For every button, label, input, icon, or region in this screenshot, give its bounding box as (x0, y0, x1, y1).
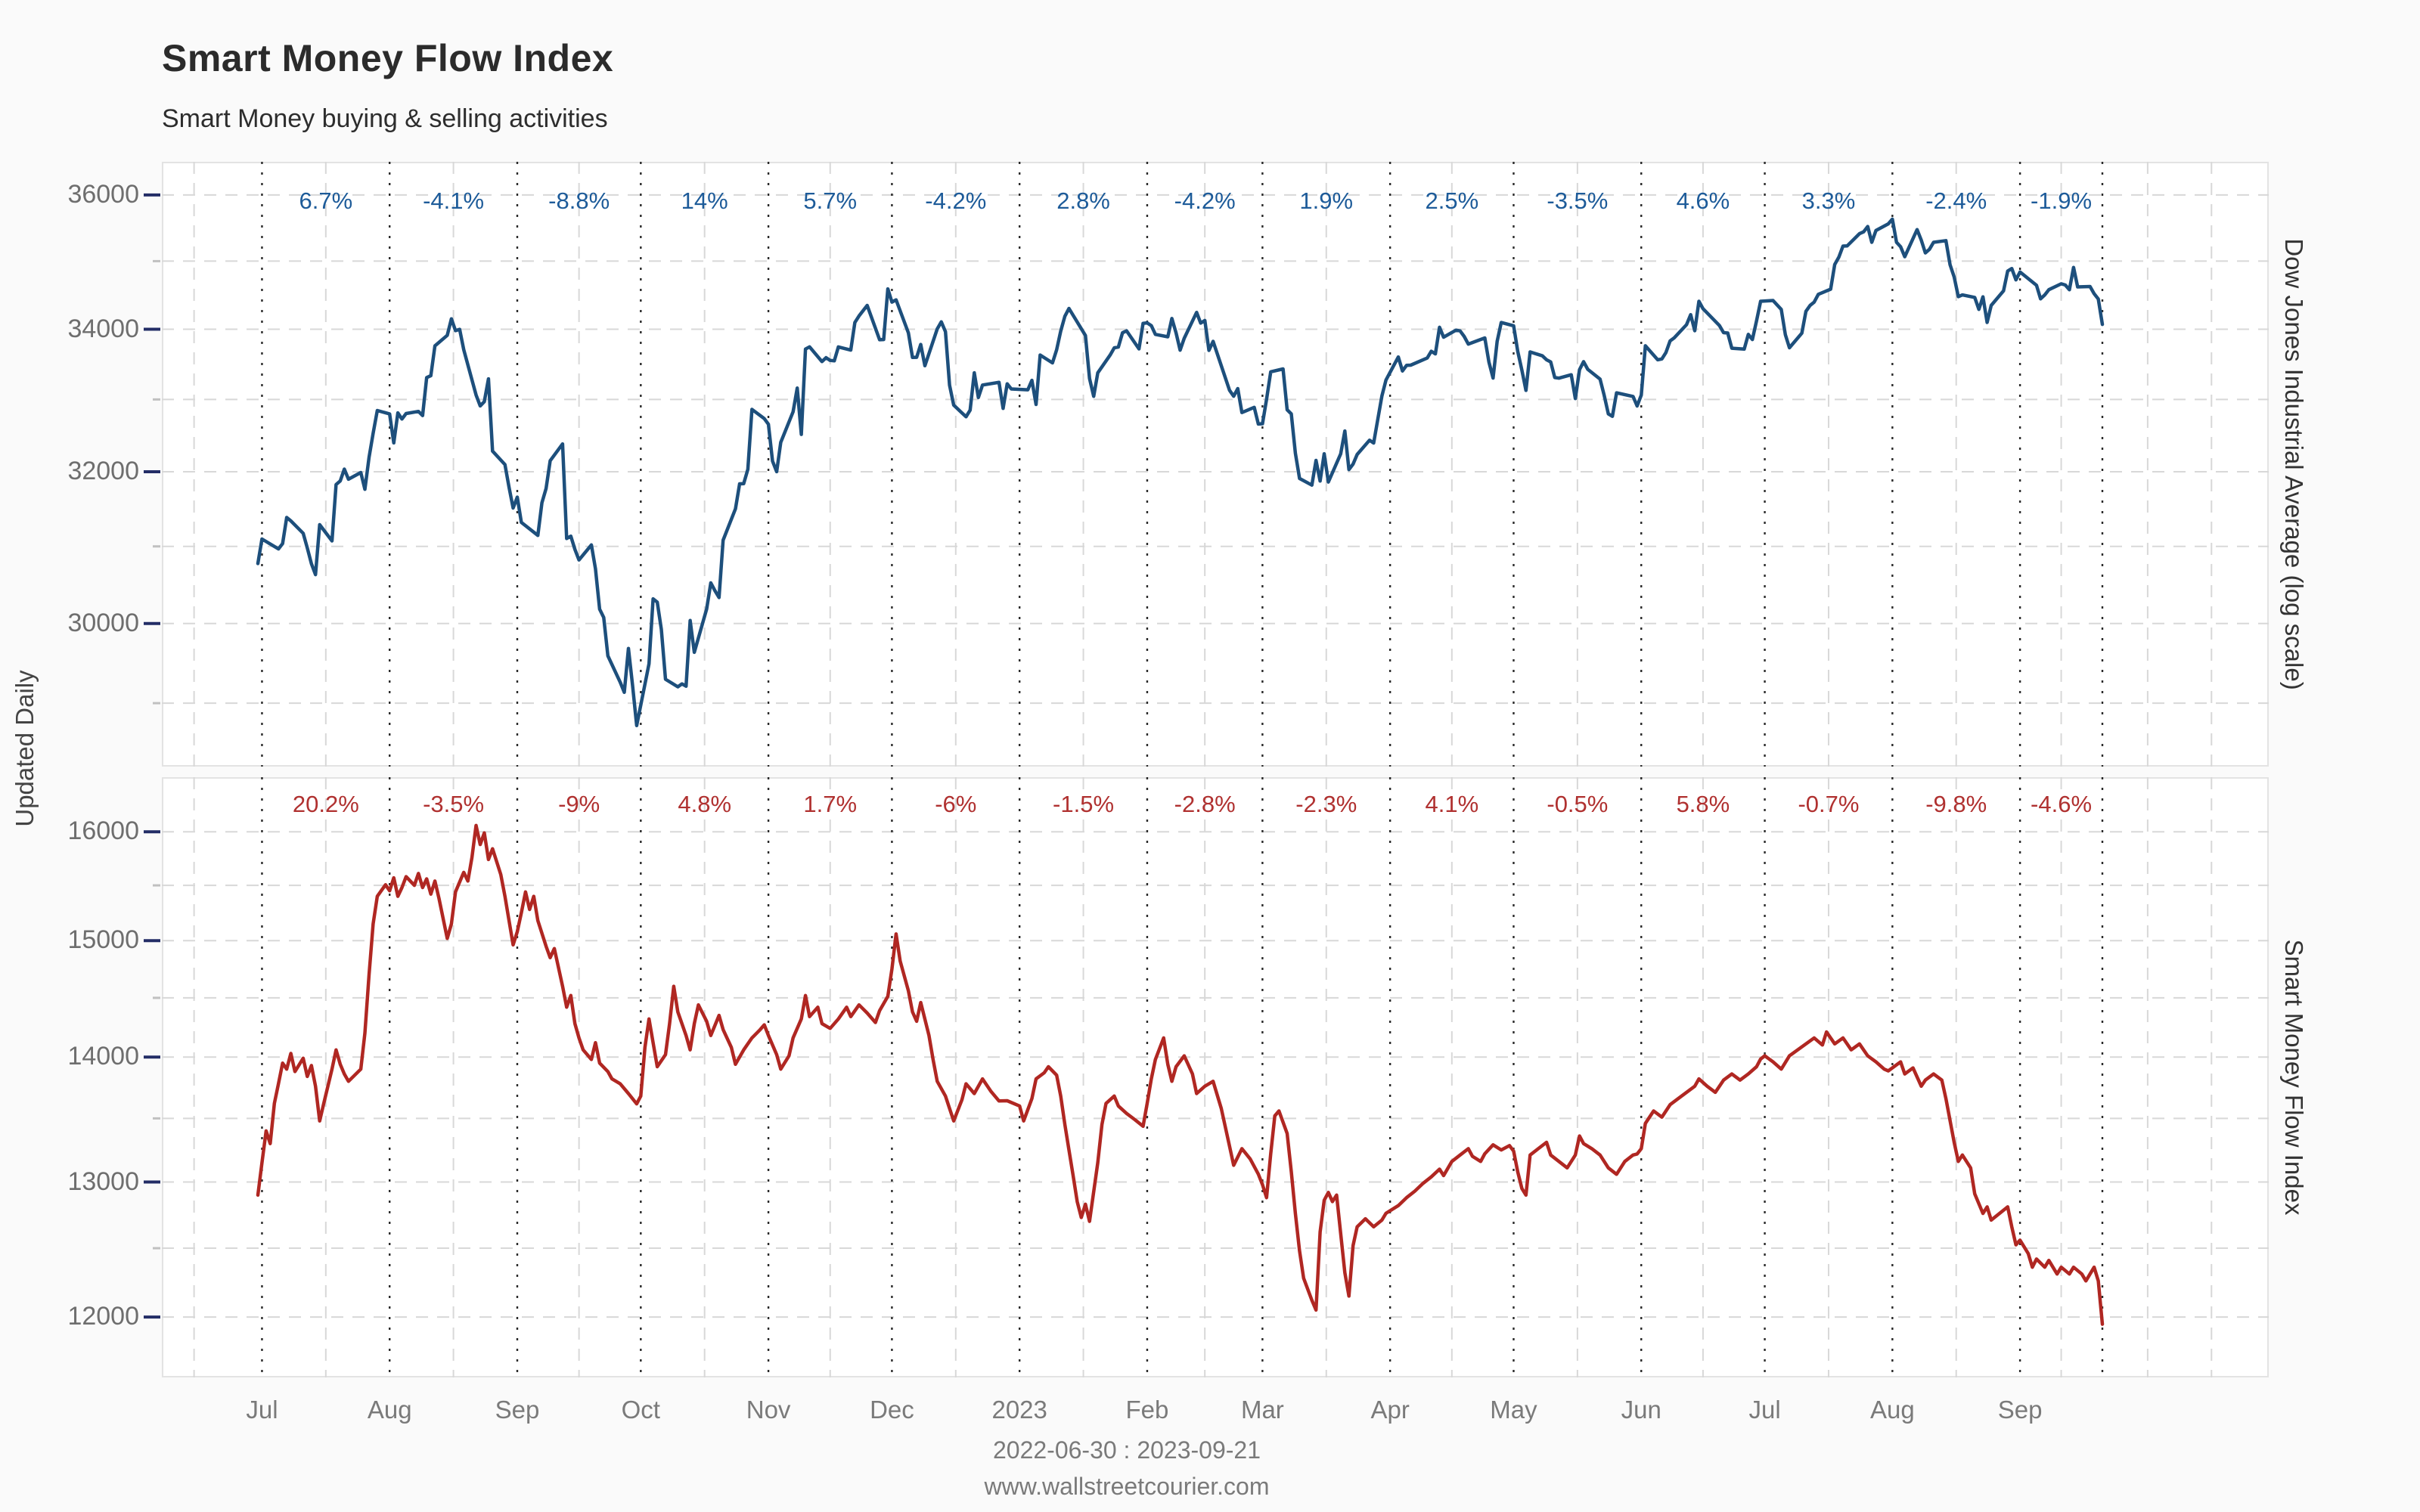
smfi-monthly-return-label: -6% (935, 791, 977, 817)
djia-monthly-return-label: 2.8% (1056, 187, 1110, 214)
x-axis-month-label: Jul (246, 1396, 278, 1424)
djia-monthly-return-label: -1.9% (2031, 187, 2093, 214)
smfi-monthly-return-label: -0.5% (1547, 791, 1609, 817)
djia-right-axis-label: Dow Jones Industrial Average (log scale) (2280, 238, 2308, 690)
djia-monthly-return-label: -3.5% (1547, 187, 1609, 214)
y-tick-label: 30000 (67, 608, 139, 637)
smfi-monthly-return-label: -2.3% (1295, 791, 1357, 817)
y-tick-label: 14000 (67, 1042, 139, 1071)
x-axis-month-label: Aug (1869, 1396, 1915, 1424)
y-tick-label: 36000 (67, 179, 139, 209)
smfi-monthly-return-label: -0.7% (1798, 791, 1860, 817)
website-url-label: www.wallstreetcourier.com (984, 1473, 1270, 1500)
x-axis-month-label: Nov (746, 1396, 791, 1424)
djia-monthly-return-label: 14% (681, 187, 728, 214)
y-tick-label: 16000 (67, 816, 139, 846)
djia-monthly-return-label: 4.6% (1676, 187, 1730, 214)
djia-monthly-return-label: -8.8% (548, 187, 610, 214)
x-axis-month-label: Jun (1621, 1396, 1661, 1424)
y-tick-label: 15000 (67, 925, 139, 955)
djia-monthly-return-label: 3.3% (1801, 187, 1856, 214)
djia-monthly-return-label: -2.4% (1925, 187, 1987, 214)
y-tick-label: 13000 (67, 1167, 139, 1196)
djia-monthly-return-label: -4.1% (423, 187, 485, 214)
djia-monthly-return-label: 1.9% (1299, 187, 1354, 214)
x-axis-month-label: Aug (367, 1396, 412, 1424)
x-axis-month-label: May (1490, 1396, 1537, 1424)
y-tick-label: 12000 (67, 1302, 139, 1331)
smfi-monthly-return-label: 4.8% (678, 791, 732, 817)
page-title: Smart Money Flow Index (162, 37, 614, 79)
x-axis-month-label: Jul (1748, 1396, 1781, 1424)
x-axis-month-label: Mar (1240, 1396, 1284, 1424)
left-axis-label: Updated Daily (11, 670, 39, 827)
smfi-monthly-return-label: 20.2% (292, 791, 359, 817)
page-subtitle: Smart Money buying & selling activities (162, 104, 608, 133)
x-axis-month-label: Sep (495, 1396, 540, 1424)
x-axis-month-label: Dec (870, 1396, 914, 1424)
x-axis-month-label: 2023 (991, 1396, 1047, 1424)
smfi-monthly-return-label: -4.6% (2031, 791, 2093, 817)
smfi-monthly-return-label: 5.8% (1676, 791, 1730, 817)
djia-monthly-return-label: -4.2% (925, 187, 987, 214)
y-tick-label: 34000 (67, 314, 139, 343)
smfi-monthly-return-label: -9.8% (1925, 791, 1987, 817)
djia-series-line (256, 217, 2105, 727)
djia-monthly-return-label: 6.7% (299, 187, 353, 214)
smfi-monthly-return-label: -1.5% (1053, 791, 1115, 817)
djia-monthly-return-label: 2.5% (1425, 187, 1479, 214)
smfi-monthly-return-label: 1.7% (803, 791, 858, 817)
smfi-monthly-return-label: 4.1% (1425, 791, 1479, 817)
date-range-label: 2022-06-30 : 2023-09-21 (992, 1436, 1261, 1464)
smfi-right-axis-label: Smart Money Flow Index (2280, 939, 2308, 1216)
y-tick-label: 32000 (67, 457, 139, 486)
smfi-monthly-return-label: -2.8% (1174, 791, 1236, 817)
smfi-monthly-return-label: -9% (558, 791, 600, 817)
x-axis-month-label: Feb (1125, 1396, 1169, 1424)
smfi-monthly-return-label: -3.5% (423, 791, 485, 817)
x-axis-month-label: Sep (1997, 1396, 2043, 1424)
x-axis-month-label: Oct (621, 1396, 660, 1424)
smfi-series-line (256, 823, 2105, 1326)
x-axis-month-label: Apr (1370, 1396, 1410, 1424)
djia-panel (162, 162, 2269, 767)
djia-monthly-return-label: -4.2% (1174, 187, 1236, 214)
djia-monthly-return-label: 5.7% (803, 187, 858, 214)
